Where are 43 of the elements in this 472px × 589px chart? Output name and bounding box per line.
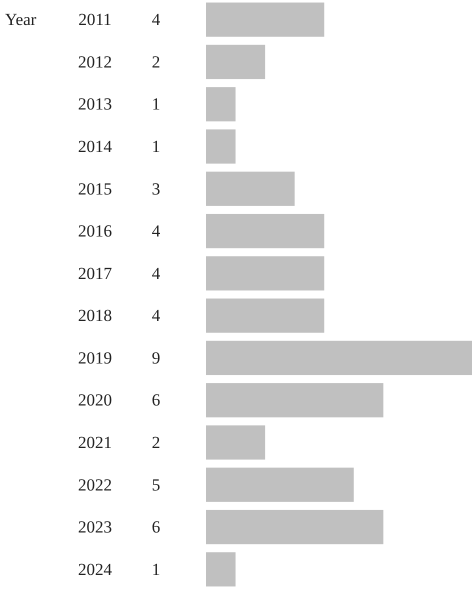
data-label: 5 bbox=[152, 475, 160, 494]
y-tick-label: 2018 bbox=[78, 306, 112, 326]
bar bbox=[206, 468, 354, 502]
bar bbox=[206, 2, 324, 37]
bar bbox=[206, 298, 324, 333]
y-tick-label: 2013 bbox=[78, 94, 112, 114]
y-tick-label: 2016 bbox=[78, 222, 112, 241]
y-tick-label: 2012 bbox=[78, 52, 112, 72]
data-label: 4 bbox=[152, 306, 161, 326]
y-tick-label: 2022 bbox=[78, 475, 112, 494]
data-label: 1 bbox=[152, 560, 160, 579]
y-tick-label: 2024 bbox=[78, 560, 112, 579]
bar bbox=[206, 214, 324, 248]
y-tick-label: 2023 bbox=[78, 518, 112, 537]
bar bbox=[206, 510, 384, 544]
data-label: 3 bbox=[152, 179, 160, 198]
data-label: 9 bbox=[152, 348, 160, 368]
data-label: 4 bbox=[152, 264, 161, 283]
y-axis-title: Year bbox=[5, 10, 37, 30]
data-label: 4 bbox=[152, 222, 161, 241]
y-tick-label: 2020 bbox=[78, 390, 112, 410]
y-tick-label: 2014 bbox=[78, 137, 112, 156]
bar bbox=[206, 383, 384, 418]
bar bbox=[206, 552, 236, 586]
data-label: 6 bbox=[152, 390, 160, 410]
bar bbox=[206, 87, 236, 122]
data-label: 1 bbox=[152, 94, 160, 114]
bar bbox=[206, 129, 236, 164]
bar bbox=[206, 172, 295, 206]
data-label: 6 bbox=[152, 518, 160, 537]
y-tick-label: 2017 bbox=[78, 264, 112, 283]
data-label: 1 bbox=[152, 137, 160, 156]
data-label: 2 bbox=[152, 52, 160, 72]
bar bbox=[206, 425, 266, 460]
bar bbox=[206, 340, 472, 376]
bar bbox=[206, 44, 266, 80]
bar bbox=[206, 256, 324, 290]
y-tick-label: 2015 bbox=[78, 179, 112, 198]
data-label: 4 bbox=[152, 10, 161, 30]
y-tick-label: 2019 bbox=[78, 348, 112, 368]
y-tick-label: 2011 bbox=[78, 10, 112, 30]
y-tick-label: 2021 bbox=[78, 432, 112, 452]
data-label: 2 bbox=[152, 432, 160, 452]
